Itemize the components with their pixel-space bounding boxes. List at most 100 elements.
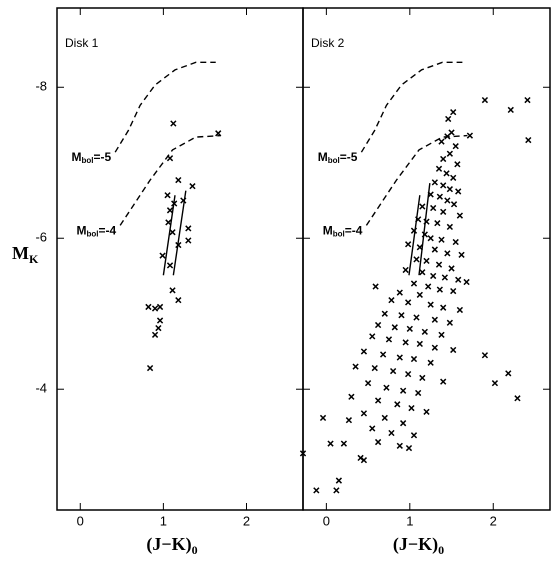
point <box>441 274 448 281</box>
point <box>446 186 453 193</box>
point <box>458 251 465 258</box>
point <box>435 165 443 172</box>
annotation-sub: bol <box>333 230 345 239</box>
point <box>381 310 388 317</box>
point <box>151 331 159 338</box>
x-axis-label: (J−K)0 <box>146 534 197 557</box>
point <box>352 363 359 370</box>
point <box>169 287 176 294</box>
point <box>455 276 462 283</box>
point <box>436 286 443 293</box>
point <box>396 442 403 449</box>
model-line <box>418 183 431 276</box>
annotation-main: M <box>318 150 328 164</box>
y-tick-label: -4 <box>35 381 47 396</box>
x-tick-label: 0 <box>77 513 84 528</box>
point <box>360 348 368 355</box>
point <box>514 395 521 402</box>
point <box>438 236 445 243</box>
point <box>416 340 423 348</box>
point <box>156 317 164 324</box>
point <box>448 265 455 272</box>
point <box>440 378 447 385</box>
point <box>408 404 415 412</box>
point <box>360 457 368 464</box>
point <box>481 352 489 359</box>
point <box>364 380 372 387</box>
point <box>406 325 413 332</box>
point <box>374 397 382 404</box>
annotation-rest: =-5 <box>93 150 111 164</box>
point <box>466 132 474 139</box>
point <box>445 115 452 123</box>
annotation-sub: bol <box>328 156 340 165</box>
point <box>507 106 514 114</box>
point <box>416 291 423 298</box>
point <box>180 197 187 204</box>
point <box>374 321 382 329</box>
point <box>388 429 395 437</box>
plot-frame <box>302 7 551 511</box>
point <box>419 374 426 382</box>
point <box>369 333 376 340</box>
point <box>452 238 459 246</box>
point <box>175 241 182 249</box>
point <box>425 283 432 290</box>
point <box>444 250 451 257</box>
point <box>170 120 177 127</box>
point <box>299 450 307 457</box>
point <box>169 229 176 236</box>
point <box>431 344 438 351</box>
point <box>396 354 403 361</box>
point <box>357 454 364 462</box>
point <box>423 218 430 225</box>
point <box>171 200 178 207</box>
point <box>371 364 378 372</box>
track-curve <box>114 61 216 153</box>
point <box>430 204 437 212</box>
point <box>175 297 182 304</box>
plot-frame <box>56 7 304 511</box>
point <box>348 393 355 400</box>
annotation-rest: =-4 <box>98 224 116 238</box>
y-tick-label: -8 <box>35 79 47 94</box>
point <box>525 136 532 144</box>
annotation: Mbol=-5 <box>318 150 358 165</box>
point <box>185 237 192 244</box>
model-line <box>162 195 176 276</box>
point <box>431 246 438 253</box>
track-curve <box>365 134 468 226</box>
annotation-main: M <box>76 224 86 238</box>
point <box>413 256 420 263</box>
point <box>524 96 531 104</box>
track-curve <box>360 61 463 153</box>
point <box>450 109 457 116</box>
point <box>410 280 418 287</box>
point <box>145 303 152 311</box>
point <box>427 301 434 308</box>
point <box>421 231 428 238</box>
point <box>446 319 453 326</box>
point <box>444 197 451 204</box>
point <box>381 414 388 422</box>
point <box>333 487 340 494</box>
point <box>431 179 438 186</box>
panel-title: Disk 2 <box>311 36 345 50</box>
y-tick-label: -6 <box>35 230 47 245</box>
point <box>391 324 398 331</box>
point <box>340 440 348 447</box>
point <box>440 155 447 163</box>
point <box>166 262 174 269</box>
annotation-sub: bol <box>81 156 93 165</box>
point <box>335 477 343 484</box>
point <box>455 188 462 195</box>
point <box>396 289 403 296</box>
point <box>175 176 182 184</box>
point <box>164 192 171 199</box>
point <box>440 208 447 215</box>
point <box>463 278 470 286</box>
point <box>327 440 334 447</box>
